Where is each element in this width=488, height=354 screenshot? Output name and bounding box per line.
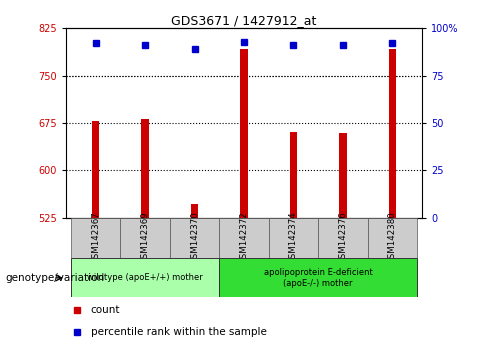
Bar	[269, 218, 318, 258]
Text: GSM142369: GSM142369	[141, 212, 149, 264]
Text: wildtype (apoE+/+) mother: wildtype (apoE+/+) mother	[87, 273, 203, 282]
Text: GSM142370: GSM142370	[190, 212, 199, 264]
Text: GSM142380: GSM142380	[388, 212, 397, 264]
Bar	[121, 218, 170, 258]
Bar	[219, 218, 269, 258]
Bar	[71, 258, 219, 297]
Text: apolipoprotein E-deficient
(apoE-/-) mother: apolipoprotein E-deficient (apoE-/-) mot…	[264, 268, 373, 287]
Text: genotype/variation: genotype/variation	[5, 273, 104, 283]
Bar	[170, 218, 219, 258]
Bar	[339, 133, 346, 218]
Bar	[191, 204, 198, 218]
Bar	[219, 258, 417, 297]
Text: count: count	[91, 305, 121, 315]
Bar	[142, 119, 149, 218]
Bar	[290, 132, 297, 218]
Bar	[92, 121, 99, 218]
Bar	[367, 218, 417, 258]
Title: GDS3671 / 1427912_at: GDS3671 / 1427912_at	[171, 14, 317, 27]
Bar	[71, 218, 121, 258]
Text: GSM142367: GSM142367	[91, 212, 100, 264]
Text: GSM142372: GSM142372	[240, 212, 248, 264]
Bar	[240, 48, 248, 218]
Text: GSM142376: GSM142376	[339, 212, 347, 264]
Bar	[389, 48, 396, 218]
Text: GSM142374: GSM142374	[289, 212, 298, 264]
Text: percentile rank within the sample: percentile rank within the sample	[91, 327, 266, 337]
Bar	[318, 218, 367, 258]
